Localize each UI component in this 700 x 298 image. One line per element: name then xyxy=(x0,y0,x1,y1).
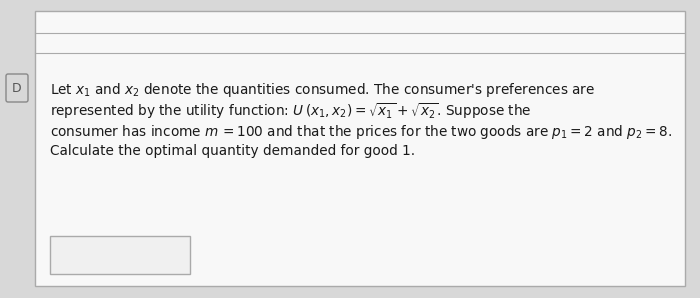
Text: represented by the utility function: $U\,(x_1, x_2) = \sqrt{x_1} + \sqrt{x_2}$. : represented by the utility function: $U\… xyxy=(50,102,531,121)
FancyBboxPatch shape xyxy=(6,74,28,102)
Text: Calculate the optimal quantity demanded for good 1.: Calculate the optimal quantity demanded … xyxy=(50,144,415,158)
Text: D: D xyxy=(12,81,22,94)
Text: Let $x_1$ and $x_2$ denote the quantities consumed. The consumer's preferences a: Let $x_1$ and $x_2$ denote the quantitie… xyxy=(50,81,595,99)
Bar xyxy=(50,236,190,274)
Text: consumer has income $m\,{=}100$ and that the prices for the two goods are $p_1{=: consumer has income $m\,{=}100$ and that… xyxy=(50,123,672,141)
